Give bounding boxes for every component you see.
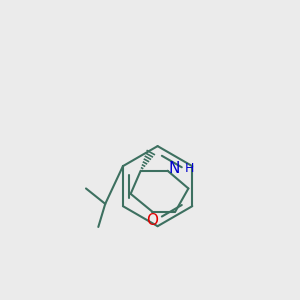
Text: O: O — [146, 213, 158, 228]
Text: N: N — [168, 161, 179, 176]
Text: H: H — [184, 162, 194, 175]
